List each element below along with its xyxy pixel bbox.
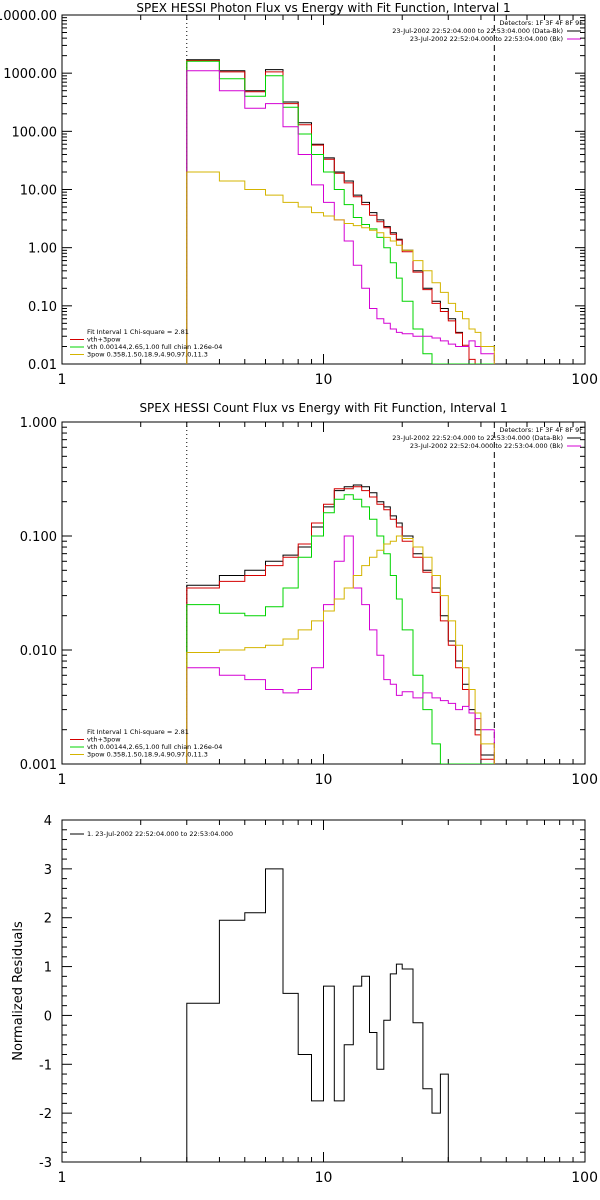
- header-line: 23-Jul-2002 22:52:04.000 to 22:53:04.000…: [392, 27, 563, 35]
- series-line-red: [186, 486, 495, 764]
- y-tick-label: -1: [39, 1058, 52, 1073]
- y-tick-label: 0: [44, 1009, 52, 1024]
- x-tick-label: 1: [58, 772, 67, 788]
- y-tick-label: 0.100: [20, 530, 57, 545]
- x-tick-label: 10: [315, 372, 333, 388]
- x-tick-label: 100: [571, 372, 598, 388]
- y-axis-label: Normalized Residuals: [11, 921, 26, 1061]
- series-line-green: [186, 60, 495, 364]
- y-tick-label: 3: [44, 863, 52, 878]
- series-group: [186, 868, 495, 1162]
- y-tick-label: 2: [44, 912, 52, 927]
- header-line: 23-Jul-2002 22:52:04.000 to 22:53:04.000…: [392, 434, 563, 442]
- y-tick-label: 0.01: [28, 358, 57, 373]
- x-tick-label: 100: [571, 772, 598, 788]
- x-tick-label: 10: [315, 1170, 333, 1186]
- x-tick-label: 10: [315, 772, 333, 788]
- legend-entry: vth+3pow: [87, 736, 121, 744]
- y-tick-label: 10000.00: [0, 9, 57, 24]
- series-group: [186, 59, 495, 364]
- legend-entry: vth 0.00144,2.65,1.00 full chian 1.26e-0…: [87, 343, 222, 351]
- y-tick-label: 1.000: [20, 416, 57, 431]
- legend-entry: Fit Interval 1 Chi-square = 2.81: [87, 328, 189, 336]
- legend-entry: Fit Interval 1 Chi-square = 2.81: [87, 728, 189, 736]
- y-tick-label: 0.010: [20, 644, 57, 659]
- y-tick-label: 0.10: [28, 300, 57, 315]
- legend-entry: vth 0.00144,2.65,1.00 full chian 1.26e-0…: [87, 743, 222, 751]
- y-tick-label: 10.00: [20, 184, 57, 199]
- chart-panel-2: SPEX HESSI Count Flux vs Energy with Fit…: [20, 401, 598, 788]
- series-line-yellow: [186, 171, 495, 364]
- chart-title: SPEX HESSI Count Flux vs Energy with Fit…: [139, 401, 507, 415]
- series-line-red: [186, 60, 495, 364]
- series-line-yellow: [186, 535, 495, 764]
- x-tick-label: 1: [58, 372, 67, 388]
- plot-frame: [61, 421, 586, 765]
- y-tick-label: -2: [39, 1107, 52, 1122]
- series-line-magenta: [186, 535, 495, 764]
- legend-entry: 3pow 0.358,1.50,18.9,4.90,97.0,11.3: [87, 751, 208, 759]
- x-tick-label: 100: [571, 1170, 598, 1186]
- y-tick-label: 4: [44, 814, 52, 829]
- legend-entry: vth+3pow: [87, 336, 121, 344]
- legend-entry: 1. 23-Jul-2002 22:52:04.000 to 22:53:04.…: [87, 830, 233, 838]
- y-tick-label: 1: [44, 961, 52, 976]
- chart-title: SPEX HESSI Photon Flux vs Energy with Fi…: [136, 1, 510, 15]
- series-line-green: [186, 494, 495, 764]
- series-line-black: [186, 868, 495, 1162]
- series-line-magenta: [186, 70, 495, 364]
- series-group: [186, 484, 495, 764]
- legend-entry: 3pow 0.358,1.50,18.9,4.90,97.0,11.3: [87, 351, 208, 359]
- y-tick-label: -3: [39, 1156, 52, 1171]
- x-tick-label: 1: [58, 1170, 67, 1186]
- y-tick-label: 100.00: [12, 125, 58, 140]
- header-line: 23-Jul-2002 22:52:04.000 to 22:53:04.000…: [410, 35, 563, 43]
- y-tick-label: 0.001: [20, 758, 57, 773]
- chart-panel-1: SPEX HESSI Photon Flux vs Energy with Fi…: [0, 1, 598, 388]
- header-line: Detectors: 1F 3F 4F 8F 9F: [499, 19, 583, 27]
- y-tick-label: 1000.00: [3, 67, 57, 82]
- header-line: Detectors: 1F 3F 4F 8F 9F: [499, 426, 583, 434]
- header-line: 23-Jul-2002 22:52:04.000 to 22:53:04.000…: [410, 442, 563, 450]
- y-tick-label: 1.00: [28, 242, 57, 257]
